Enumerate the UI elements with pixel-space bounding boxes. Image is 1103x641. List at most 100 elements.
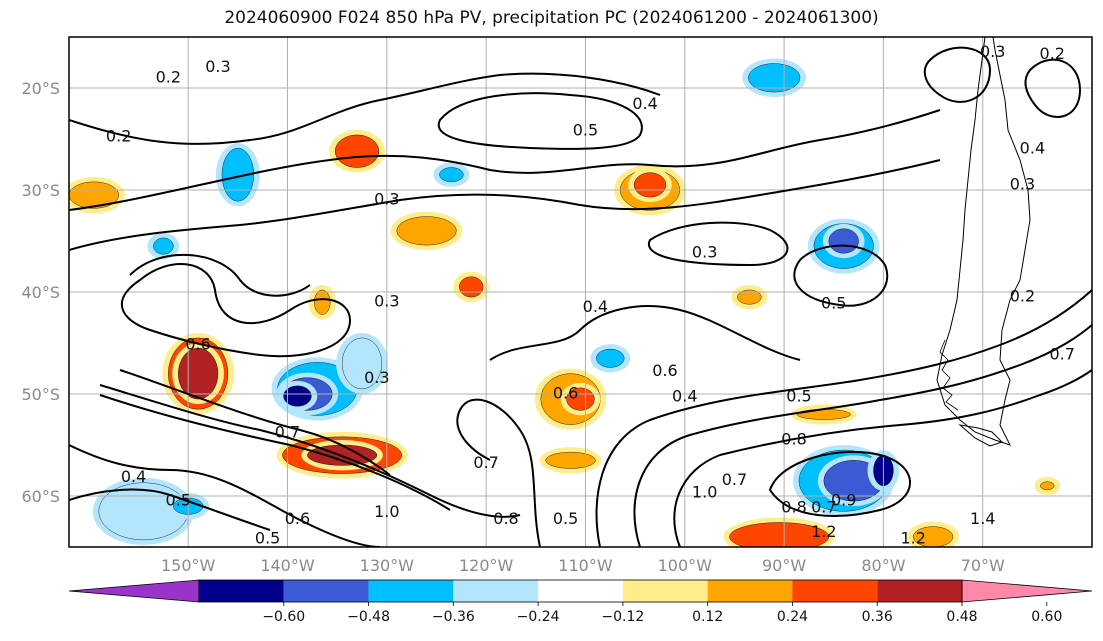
- contour-value-label: 0.6: [553, 384, 578, 403]
- contour-value-label: 0.8: [781, 429, 806, 448]
- latitude-tick-label: 40°S: [21, 283, 60, 302]
- precip-cell: [1040, 481, 1055, 491]
- pv-contour: [768, 451, 911, 517]
- colorbar-segment: [453, 580, 539, 602]
- contour-value-label: 0.4: [632, 94, 657, 113]
- precip-cell: [459, 276, 484, 298]
- precip-cell: [545, 451, 596, 469]
- colorbar-tick-label: 0.24: [777, 609, 808, 625]
- longitude-labels: 150°W 140°W 130°W 120°W 110°W 100°W 90°W 80°W 70…: [161, 556, 1005, 575]
- pv-contour: [456, 398, 541, 547]
- contour-value-label: 0.4: [672, 387, 697, 406]
- contour-value-label: 0.9: [831, 491, 856, 510]
- contour-value-label: 1.4: [970, 509, 995, 528]
- latitude-tick-label: 30°S: [21, 181, 60, 200]
- contour-value-label: 0.5: [786, 387, 811, 406]
- latitude-tick-label: 50°S: [21, 385, 60, 404]
- south-america-coastline: [936, 37, 1031, 446]
- contour-value-label: 1.2: [900, 528, 925, 547]
- contour-value-label: 1.2: [811, 522, 836, 541]
- contour-value-label: 0.5: [573, 120, 598, 139]
- contour-value-label: 0.4: [583, 297, 608, 316]
- precip-cell: [828, 228, 859, 254]
- precip-cell: [748, 63, 801, 93]
- pv-contour: [673, 369, 1092, 547]
- longitude-tick-label: 80°W: [861, 556, 905, 575]
- pv-contour: [69, 72, 661, 145]
- longitude-tick-label: 150°W: [161, 556, 216, 575]
- colorbar-tick-label: 0.36: [862, 609, 893, 625]
- colorbar-segment: [877, 580, 962, 602]
- contour-value-label: 0.7: [722, 470, 747, 489]
- map-title: 2024060900 F024 850 hPa PV, precipitatio…: [224, 8, 879, 28]
- contour-value-label: 0.7: [811, 498, 836, 517]
- pv-contour: [119, 369, 391, 476]
- contour-value-label: 0.4: [1020, 139, 1045, 158]
- contour-value-label: 0.2: [1010, 287, 1035, 306]
- contour-value-label: 0.7: [1049, 345, 1074, 364]
- contour-value-label: 0.3: [374, 292, 399, 311]
- colorbar-segment: [792, 580, 878, 602]
- latitude-tick-label: 20°S: [21, 79, 60, 98]
- precip-cell: [566, 387, 595, 411]
- precip-cell: [796, 409, 851, 420]
- pv-contours: [69, 46, 1092, 547]
- longitude-tick-label: 110°W: [558, 556, 613, 575]
- colorbar-segment: [538, 580, 623, 602]
- pv-contour: [647, 221, 789, 267]
- colorbar-tick-label: 0.48: [946, 609, 977, 625]
- contour-value-label: 0.4: [121, 467, 146, 486]
- pv-contour: [69, 109, 941, 211]
- contour-value-label: 1.0: [374, 502, 399, 521]
- map-frame: [68, 36, 1093, 548]
- precip-cell: [396, 216, 457, 246]
- colorbar-segment: [622, 580, 708, 602]
- precip-cell: [221, 147, 254, 202]
- colorbar-segment: [283, 580, 369, 602]
- pv-contour: [69, 444, 381, 547]
- precip-cell: [153, 237, 174, 255]
- precip-cell: [596, 348, 625, 368]
- colorbar-frame: [198, 579, 963, 603]
- contour-value-label: 0.7: [473, 453, 498, 472]
- contour-value-label: 0.2: [156, 67, 181, 86]
- contour-value-label: 0.3: [374, 190, 399, 209]
- precip-cell: [439, 167, 464, 183]
- colorbar-tick-label: −0.24: [517, 609, 560, 625]
- contour-value-label: 0.3: [1010, 174, 1035, 193]
- colorbar-segment: [707, 580, 793, 602]
- colorbar-tick-label: 0.12: [692, 609, 723, 625]
- pv-contour: [793, 244, 889, 307]
- colorbar-max-extend: [961, 579, 1093, 603]
- colorbar-tick-label: 0.60: [1031, 609, 1062, 625]
- colorbar-tick-label: −0.48: [347, 609, 390, 625]
- chilean-fjords-coast: [939, 339, 959, 411]
- colorbar-segment: [199, 580, 284, 602]
- precip-cell: [341, 337, 383, 390]
- contour-value-label: 0.8: [781, 498, 806, 517]
- colorbar-tick-label: −0.36: [432, 609, 475, 625]
- pv-contour: [633, 324, 1092, 547]
- contour-value-label: 0.7: [275, 422, 300, 441]
- precip-cell: [314, 289, 331, 315]
- colorbar-min-extend: [68, 579, 200, 603]
- latitude-tick-label: 60°S: [21, 487, 60, 506]
- coastline: [936, 37, 1031, 447]
- contour-value-label: 0.3: [692, 243, 717, 262]
- latitude-labels: 20°S 30°S 40°S 50°S 60°S: [21, 79, 60, 506]
- contour-value-label: 0.6: [285, 509, 310, 528]
- colorbar-tick-label: −0.60: [262, 609, 305, 625]
- contour-value-label: 0.2: [106, 126, 131, 145]
- precip-cell: [69, 181, 119, 209]
- contour-value-label: 0.2: [1040, 44, 1065, 63]
- pv-contour-labels: 0.3 0.2 0.4 0.5 0.2 0.3 0.3 0.3 0.4 0.5 0.6 0.6 0.3 0…: [106, 42, 1075, 547]
- longitude-tick-label: 120°W: [459, 556, 514, 575]
- precip-cell: [334, 134, 380, 168]
- longitude-tick-label: 140°W: [260, 556, 315, 575]
- pv-contour: [923, 46, 992, 103]
- contour-value-label: 0.3: [980, 42, 1005, 61]
- pv-contour: [99, 394, 451, 511]
- colorbar: −0.60 −0.48 −0.36 −0.24 −0.12 0.12 0.24 0.36 0.4…: [68, 579, 1093, 625]
- precip-cell: [737, 289, 762, 305]
